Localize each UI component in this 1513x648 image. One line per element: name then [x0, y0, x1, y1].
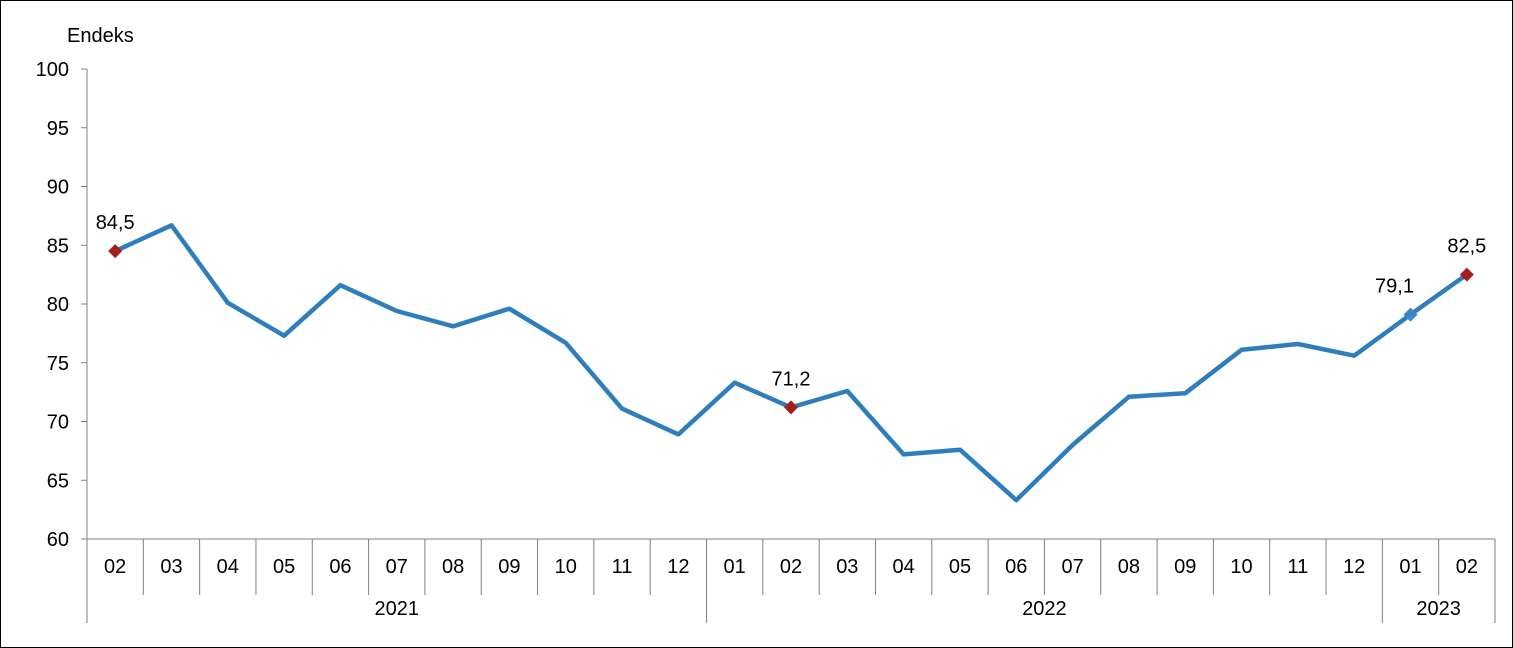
- series-layer: [112, 223, 1470, 503]
- x-tick-label: 02: [780, 556, 802, 578]
- x-tick-label: 01: [1399, 556, 1421, 578]
- data-marker: [108, 244, 123, 259]
- x-tick-label: 04: [893, 556, 915, 578]
- data-labels: 84,5 71,2 79,1 82,5: [96, 212, 1486, 415]
- x-tick-label: 04: [217, 556, 239, 578]
- x-tick-label: 08: [442, 556, 464, 578]
- y-axis-title: Endeks: [67, 25, 134, 47]
- x-tick-label: 06: [1005, 556, 1027, 578]
- x-tick-label: 02: [1456, 556, 1478, 578]
- x-tick-label: 01: [724, 556, 746, 578]
- data-marker: [1459, 267, 1474, 282]
- x-tick-label: 09: [498, 556, 520, 578]
- x-tick-label: 08: [1118, 556, 1140, 578]
- x-tick-label: 06: [329, 556, 351, 578]
- year-group-label: 2021: [375, 598, 420, 620]
- y-tick-label: 100: [36, 59, 69, 81]
- x-tick-label: 12: [667, 556, 689, 578]
- y-tick-label: 85: [47, 235, 69, 257]
- x-tick-label: 05: [949, 556, 971, 578]
- data-marker: [1403, 307, 1418, 322]
- y-tick-label: 75: [47, 353, 69, 375]
- data-label: 71,2: [772, 368, 811, 390]
- y-tick-label: 65: [47, 470, 69, 492]
- data-label: 79,1: [1375, 276, 1414, 298]
- x-tick-label: 11: [1287, 556, 1308, 578]
- x-tick-label: 11: [612, 556, 633, 578]
- y-axis: 60 65 70 75 80 85 90 95 100: [36, 59, 88, 551]
- x-tick-label: 10: [555, 556, 577, 578]
- data-label: 82,5: [1447, 236, 1486, 258]
- x-tick-label: 02: [104, 556, 126, 578]
- y-tick-label: 60: [47, 529, 69, 551]
- x-tick-label: 07: [1061, 556, 1083, 578]
- x-tick-label: 05: [273, 556, 295, 578]
- y-tick-label: 90: [47, 177, 69, 199]
- x-axis: 02 03 04 05 06 07 08 09 10 11 12 01 02 03 04 05 06 07 08 09…: [86, 538, 1496, 623]
- x-tick-label: 10: [1230, 556, 1252, 578]
- x-tick-label: 07: [386, 556, 408, 578]
- y-tick-label: 70: [47, 412, 69, 434]
- y-tick-label: 80: [47, 294, 69, 316]
- x-tick-label: 03: [836, 556, 858, 578]
- year-group-label: 2023: [1416, 598, 1461, 620]
- year-group-label: 2022: [1022, 598, 1067, 620]
- data-label: 84,5: [96, 212, 135, 234]
- x-tick-label: 12: [1343, 556, 1365, 578]
- data-marker: [784, 400, 798, 415]
- x-tick-label: 09: [1174, 556, 1196, 578]
- y-tick-label: 95: [47, 118, 69, 140]
- series-line: [112, 223, 1470, 503]
- x-tick-label: 03: [160, 556, 182, 578]
